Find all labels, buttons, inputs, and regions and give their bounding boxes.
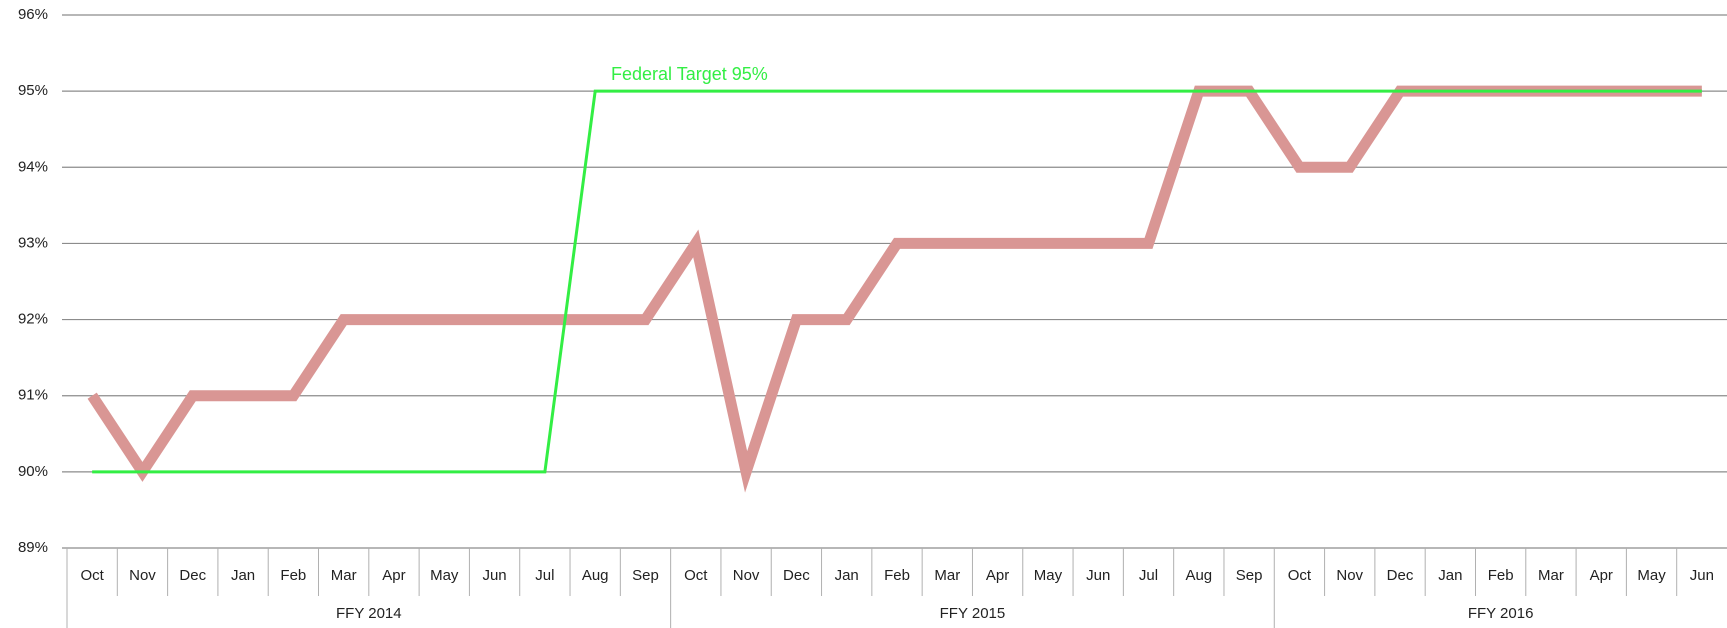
group-label: FFY 2015 xyxy=(940,605,1006,622)
x-tick-label: Feb xyxy=(280,567,306,584)
x-tick-label: Jan xyxy=(1438,567,1462,584)
y-tick-label: 93% xyxy=(18,234,48,251)
y-tick-label: 95% xyxy=(18,82,48,99)
x-tick-label: Apr xyxy=(1590,567,1613,584)
y-tick-label: 94% xyxy=(18,158,48,175)
x-tick-label: Sep xyxy=(1236,567,1263,584)
x-tick-label: Mar xyxy=(934,567,960,584)
x-tick-label: Feb xyxy=(1488,567,1514,584)
x-tick-label: Dec xyxy=(1387,567,1414,584)
x-tick-label: Jan xyxy=(835,567,859,584)
series-line xyxy=(87,85,1702,493)
y-tick-label: 96% xyxy=(18,6,48,23)
x-tick-label: Jul xyxy=(535,567,554,584)
x-tick-label: Jun xyxy=(1086,567,1110,584)
x-tick-label: Apr xyxy=(986,567,1009,584)
annotation: Federal Target 95% xyxy=(611,64,768,84)
x-tick-label: Nov xyxy=(733,567,760,584)
x-tick-label: Oct xyxy=(684,567,708,584)
x-tick-label: Jul xyxy=(1139,567,1158,584)
x-tick-label: Mar xyxy=(331,567,357,584)
group-label: FFY 2014 xyxy=(336,605,402,622)
x-tick-label: Dec xyxy=(179,567,206,584)
x-tick-label: Nov xyxy=(1336,567,1363,584)
x-tick-label: Apr xyxy=(382,567,405,584)
group-label: FFY 2016 xyxy=(1468,605,1534,622)
x-tick-label: May xyxy=(430,567,459,584)
y-tick-label: 90% xyxy=(18,463,48,480)
x-tick-label: Feb xyxy=(884,567,910,584)
x-tick-label: Oct xyxy=(1288,567,1312,584)
x-tick-label: Aug xyxy=(582,567,609,584)
y-tick-label: 92% xyxy=(18,311,48,328)
x-tick-label: Aug xyxy=(1185,567,1212,584)
x-tick-label: Nov xyxy=(129,567,156,584)
y-tick-label: 89% xyxy=(18,539,48,556)
x-tick-label: Sep xyxy=(632,567,659,584)
x-tick-label: Mar xyxy=(1538,567,1564,584)
x-tick-label: Jun xyxy=(482,567,506,584)
x-tick-label: Jan xyxy=(231,567,255,584)
x-tick-label: May xyxy=(1637,567,1666,584)
x-tick-label: Dec xyxy=(783,567,810,584)
y-tick-label: 91% xyxy=(18,387,48,404)
series-line xyxy=(92,89,1702,474)
x-tick-label: May xyxy=(1034,567,1063,584)
x-tick-label: Jun xyxy=(1690,567,1714,584)
x-tick-label: Oct xyxy=(80,567,104,584)
